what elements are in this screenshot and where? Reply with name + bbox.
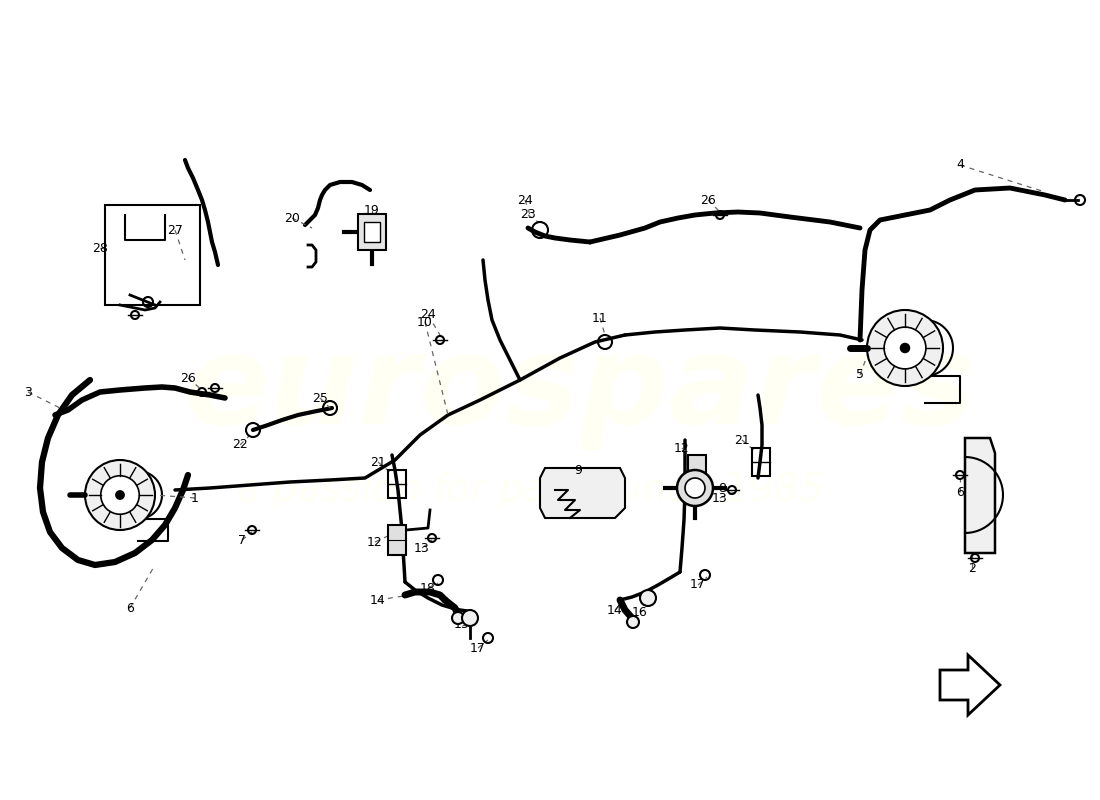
Circle shape: [901, 343, 910, 353]
Bar: [388, 470, 406, 498]
Polygon shape: [540, 468, 625, 518]
Circle shape: [85, 460, 155, 530]
Text: 11: 11: [592, 311, 608, 325]
Text: 7: 7: [238, 534, 246, 546]
Text: eurospares: eurospares: [185, 330, 975, 450]
Text: 6: 6: [956, 486, 964, 498]
Text: 14: 14: [370, 594, 386, 606]
Text: 3: 3: [24, 386, 32, 398]
Text: 21: 21: [734, 434, 750, 446]
Text: 10: 10: [417, 315, 433, 329]
Text: 15: 15: [454, 618, 470, 631]
Text: 26: 26: [700, 194, 716, 206]
Bar: [388, 525, 406, 555]
Text: 1: 1: [191, 491, 199, 505]
Text: 5: 5: [856, 369, 864, 382]
Circle shape: [676, 470, 713, 506]
Circle shape: [101, 476, 140, 514]
Circle shape: [462, 610, 478, 626]
Text: 13: 13: [414, 542, 430, 554]
Text: 23: 23: [520, 209, 536, 222]
Text: 4: 4: [956, 158, 964, 171]
Text: 22: 22: [232, 438, 248, 451]
Polygon shape: [965, 438, 996, 553]
Text: 17: 17: [690, 578, 706, 591]
Circle shape: [867, 310, 943, 386]
Text: 18: 18: [420, 582, 436, 594]
Text: 28: 28: [92, 242, 108, 254]
Text: 21: 21: [370, 455, 386, 469]
Text: 24: 24: [420, 309, 436, 322]
Text: 6: 6: [126, 602, 134, 614]
Text: 8: 8: [718, 482, 726, 494]
Text: 26: 26: [180, 371, 196, 385]
Circle shape: [116, 490, 124, 499]
Circle shape: [685, 478, 705, 498]
Bar: [688, 455, 706, 485]
Text: 27: 27: [167, 223, 183, 237]
Text: 20: 20: [284, 211, 300, 225]
Text: 24: 24: [517, 194, 532, 206]
Circle shape: [452, 612, 464, 624]
Circle shape: [627, 616, 639, 628]
Text: 2: 2: [968, 562, 976, 574]
Text: 9: 9: [574, 463, 582, 477]
Circle shape: [640, 590, 656, 606]
Bar: [364, 222, 380, 242]
Text: 16: 16: [632, 606, 648, 618]
Circle shape: [884, 327, 926, 369]
Bar: [358, 214, 386, 250]
Text: 12: 12: [367, 535, 383, 549]
Text: a passion for parts since 1985: a passion for parts since 1985: [236, 471, 824, 509]
Text: 17: 17: [470, 642, 486, 654]
Text: 25: 25: [312, 391, 328, 405]
Bar: [104, 205, 200, 305]
Text: 14: 14: [607, 603, 623, 617]
Text: 13: 13: [712, 491, 728, 505]
Text: 19: 19: [364, 203, 380, 217]
Text: 12: 12: [674, 442, 690, 454]
Bar: [752, 448, 770, 476]
